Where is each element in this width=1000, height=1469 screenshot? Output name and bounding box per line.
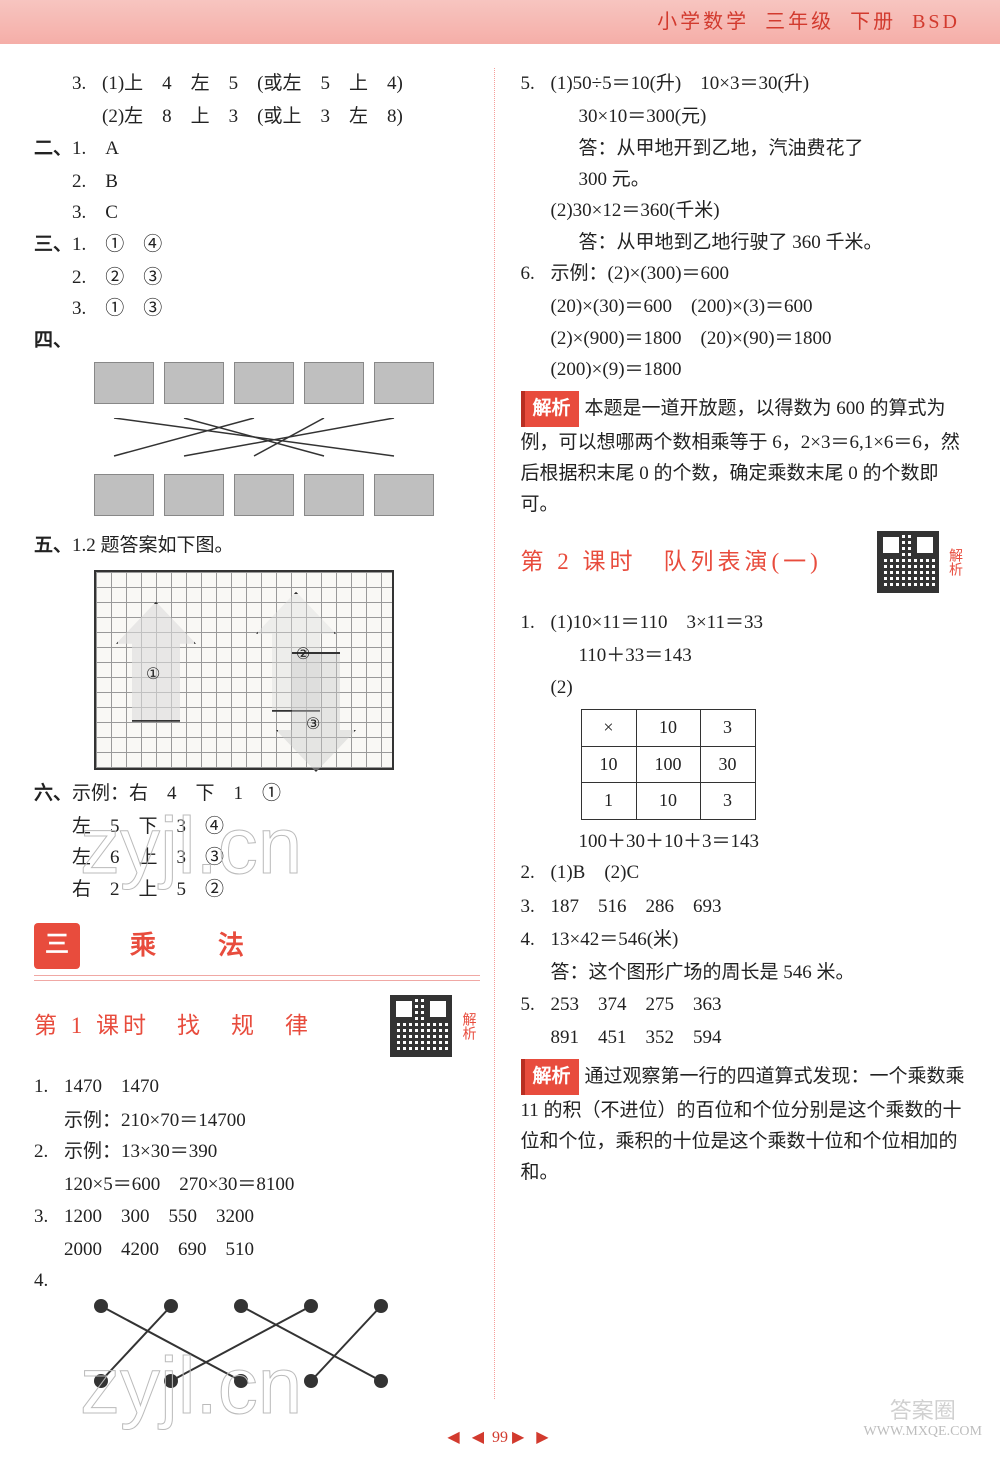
lesson2-title: 第 2 课时 队列表演(一) [521, 543, 822, 581]
sec6-idx: 六、 [34, 778, 72, 809]
jiexi1-block: 解析本题是一道开放题，以得数为 600 的算式为例，可以想哪两个数相乘等于 6，… [521, 391, 967, 520]
l2q3-txt: 187 516 286 693 [551, 891, 967, 922]
q6-l1: 示例：(2)×(300)＝600 [551, 258, 967, 289]
sec3-b: 2. ② ③ [72, 262, 480, 293]
sec2-c: 3. C [72, 197, 480, 228]
sec5-txt: 1.2 题答案如下图。 [72, 530, 480, 561]
l2q1-l1: (1)10×11＝110 3×11＝33 [551, 607, 967, 638]
l2q2-txt: (1)B (2)C [551, 857, 967, 888]
page-header: 小学数学 三年级 下册 BSD [0, 0, 1000, 44]
lesson1-title: 第 1 课时 找 规 律 [34, 1007, 312, 1045]
jiexi1-label: 解析 [521, 391, 579, 426]
shape-matching-bottom [94, 474, 480, 524]
page-number: 99 [492, 1429, 508, 1446]
l1q3-b: 2000 4200 690 510 [64, 1234, 480, 1265]
l2q4-a: 13×42＝546(米) [551, 924, 967, 955]
q5-l6: 答：从甲地到乙地行驶了 360 千米。 [579, 227, 967, 258]
footer-left: ◀ ◀ [447, 1429, 488, 1446]
lesson1-qr[interactable]: 解析 [390, 995, 479, 1057]
content-area: 3.(1)上 4 左 5 (或左 5 上 4) (2)左 8 上 3 (或上 3… [0, 44, 1000, 1409]
lesson2-qr[interactable]: 解析 [877, 531, 966, 593]
q5-l5: (2)30×12＝360(千米) [551, 195, 967, 226]
sec6-l1: 示例：右 4 下 1 ① [72, 778, 480, 809]
l2q3-num: 3. [521, 891, 551, 922]
sec3-c: 3. ① ③ [72, 293, 480, 324]
l1q1-a: 1470 1470 [64, 1071, 480, 1102]
q3-num: 3. [72, 68, 102, 99]
stamp: 答案圈 WWW.MXQE.COM [864, 1398, 982, 1441]
l2q1-l3: (2) [551, 672, 967, 703]
l2q1-num: 1. [521, 607, 551, 638]
q6-l4: (200)×(9)＝1800 [551, 354, 967, 385]
q5-l3: 答：从甲地开到乙地，汽油费花了 [579, 133, 967, 164]
l2q4-b: 答：这个图形广场的周长是 546 米。 [551, 957, 967, 988]
sec2-a: 1. A [72, 133, 480, 164]
sec4-idx: 四、 [34, 325, 72, 356]
footer-right: ▶ ▶ [512, 1429, 553, 1446]
jiexi1-txt: 本题是一道开放题，以得数为 600 的算式为例，可以想哪两个数相乘等于 6，2×… [521, 398, 960, 515]
sec2-b: 2. B [72, 166, 480, 197]
matching-lines [94, 418, 434, 458]
qr-label: 解析 [943, 548, 966, 576]
q6-l2: (20)×(30)＝600 (200)×(3)＝600 [551, 291, 967, 322]
l1q2-a: 示例：13×30＝390 [64, 1136, 480, 1167]
chapter-title: 乘 法 [130, 925, 262, 968]
header-volume: 下册 [850, 6, 896, 39]
l2q4-num: 4. [521, 924, 551, 955]
sec3-idx: 三、 [34, 229, 72, 260]
jiexi2-txt: 通过观察第一行的四道算式发现：一个乘数乘 11 的积（不进位）的百位和个位分别是… [521, 1066, 965, 1183]
header-grade: 三年级 [765, 6, 834, 39]
q5-l1: (1)50÷5＝10(升) 10×3＝30(升) [551, 68, 967, 99]
q6-l3: (2)×(900)＝1800 (20)×(90)＝1800 [551, 323, 967, 354]
page-footer: ◀ ◀ 99 ▶ ▶ [0, 1425, 1000, 1451]
sec5-idx: 五、 [34, 530, 72, 561]
sec6-l3: 左 6 上 3 ③ [72, 842, 480, 873]
qr-icon [390, 995, 452, 1057]
l1q2-num: 2. [34, 1136, 64, 1167]
grid-figure: ① ② ③ [94, 570, 394, 770]
l1q3-num: 3. [34, 1201, 64, 1232]
l1q1-num: 1. [34, 1071, 64, 1102]
q5-l4: 300 元。 [579, 164, 967, 195]
l2q2-num: 2. [521, 857, 551, 888]
l2q5-num: 5. [521, 989, 551, 1020]
chapter-num: 三 [34, 923, 80, 969]
sec3-a: 1. ① ④ [72, 229, 480, 260]
lesson1-row: 第 1 课时 找 规 律 解析 [34, 995, 480, 1057]
right-column: 5.(1)50÷5＝10(升) 10×3＝30(升) 30×10＝300(元) … [515, 68, 967, 1399]
q3-l1: (1)上 4 左 5 (或左 5 上 4) [102, 68, 480, 99]
q6-num: 6. [521, 258, 551, 289]
q5-l2: 30×10＝300(元) [579, 101, 967, 132]
q3-l2: (2)左 8 上 3 (或上 3 左 8) [102, 101, 480, 132]
l1q1-b: 示例：210×70＝14700 [64, 1105, 480, 1136]
sec6-l4: 右 2 上 5 ② [72, 874, 480, 905]
mult-table: ×103 1010030 1103 [581, 709, 756, 820]
l2q5-b: 891 451 352 594 [551, 1022, 967, 1053]
qr-icon [877, 531, 939, 593]
l2q1-l2: 110＋33＝143 [579, 640, 967, 671]
sec6-l2: 左 5 下 3 ④ [72, 811, 480, 842]
chapter-heading: 三 乘 法 [34, 923, 480, 969]
l1q4-num: 4. [34, 1265, 64, 1296]
dot-match-figure [74, 1299, 434, 1399]
header-series: BSD [912, 6, 960, 39]
l1q3-a: 1200 300 550 3200 [64, 1201, 480, 1232]
sec2-idx: 二、 [34, 133, 72, 164]
lesson2-row: 第 2 课时 队列表演(一) 解析 [521, 531, 967, 593]
jiexi2-label: 解析 [521, 1059, 579, 1094]
left-column: 3.(1)上 4 左 5 (或左 5 上 4) (2)左 8 上 3 (或上 3… [34, 68, 495, 1399]
shape-matching-figure [94, 362, 480, 412]
qr-label: 解析 [456, 1012, 479, 1040]
header-subject: 小学数学 [657, 6, 749, 39]
l2q1-l4: 100＋30＋10＋3＝143 [579, 826, 967, 857]
q5-num: 5. [521, 68, 551, 99]
l2q5-a: 253 374 275 363 [551, 989, 967, 1020]
l1q2-b: 120×5＝600 270×30＝8100 [64, 1169, 480, 1200]
jiexi2-block: 解析通过观察第一行的四道算式发现：一个乘数乘 11 的积（不进位）的百位和个位分… [521, 1059, 967, 1188]
